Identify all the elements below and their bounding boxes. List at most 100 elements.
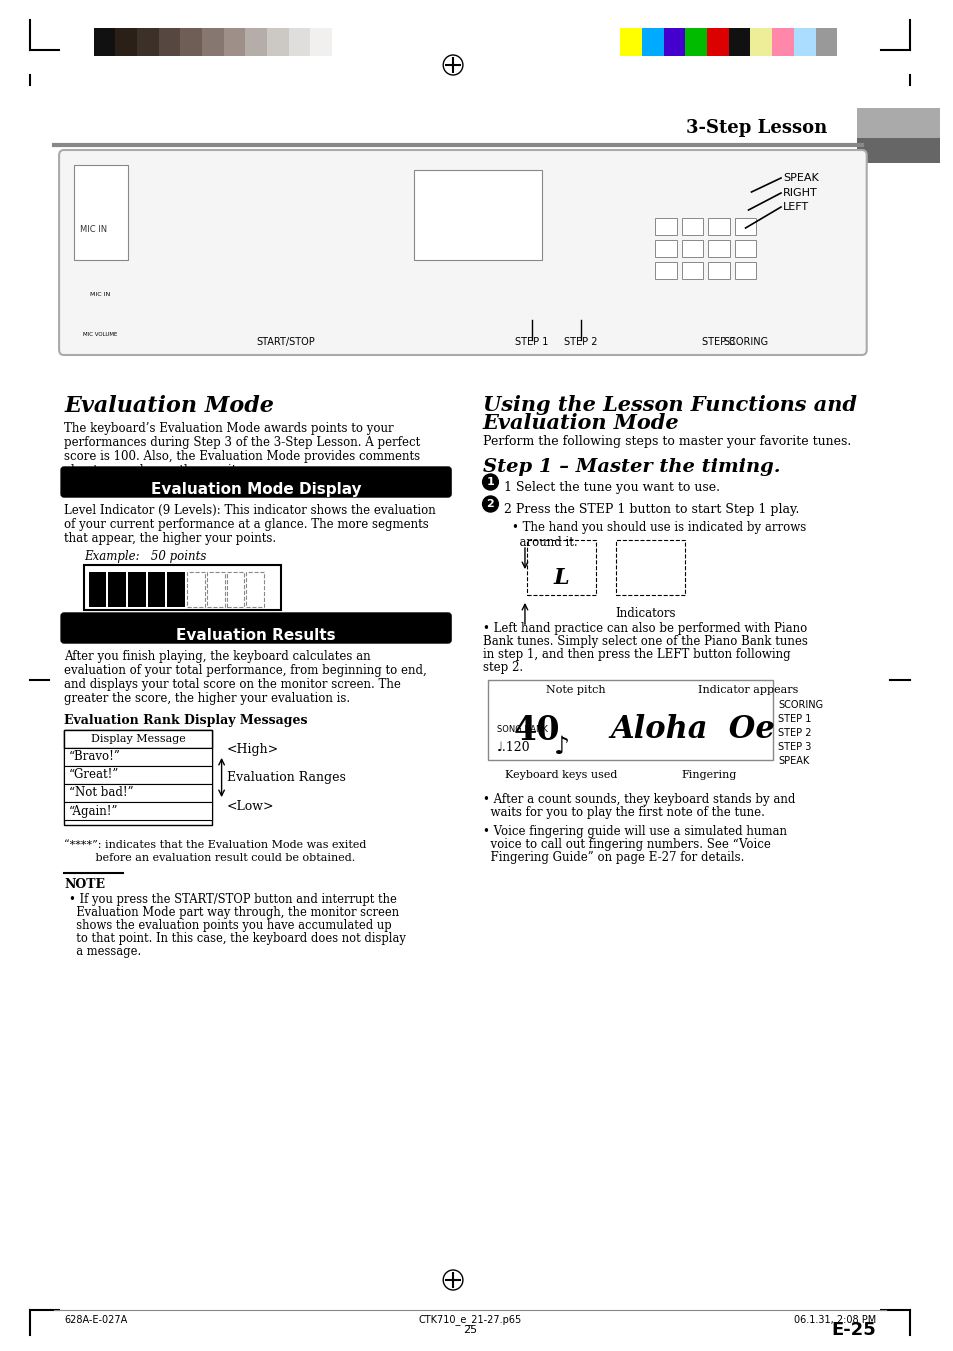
- Bar: [655, 240, 676, 257]
- Bar: [707, 218, 729, 235]
- Bar: [128, 571, 146, 607]
- Bar: [706, 28, 728, 55]
- Bar: [414, 170, 541, 259]
- Bar: [734, 240, 756, 257]
- Bar: [641, 28, 663, 55]
- Text: SPEAK: SPEAK: [782, 173, 818, 182]
- Text: Bank tunes. Simply select one of the Piano Bank tunes: Bank tunes. Simply select one of the Pia…: [482, 635, 806, 648]
- Bar: [223, 28, 245, 55]
- Text: 25: 25: [462, 1325, 476, 1335]
- Bar: [680, 262, 702, 280]
- Text: SPEAK: SPEAK: [778, 757, 808, 766]
- Bar: [64, 730, 212, 825]
- Text: • The hand you should use is indicated by arrows
  around it.: • The hand you should use is indicated b…: [512, 521, 805, 549]
- Text: a message.: a message.: [69, 944, 141, 958]
- Bar: [750, 28, 771, 55]
- Bar: [64, 802, 212, 820]
- Text: Fingering Guide” on page E-27 for details.: Fingering Guide” on page E-27 for detail…: [482, 851, 743, 865]
- Text: waits for you to play the first note of the tune.: waits for you to play the first note of …: [482, 807, 763, 819]
- Text: 628A-E-027A: 628A-E-027A: [64, 1315, 127, 1325]
- Bar: [707, 240, 729, 257]
- Text: 2: 2: [486, 499, 494, 509]
- Bar: [246, 571, 264, 607]
- Text: 40: 40: [513, 713, 559, 747]
- Bar: [158, 28, 180, 55]
- Text: to that point. In this case, the keyboard does not display: to that point. In this case, the keyboar…: [69, 932, 405, 944]
- Bar: [93, 28, 115, 55]
- Text: Example:   50 points: Example: 50 points: [84, 550, 206, 563]
- Bar: [64, 748, 212, 766]
- Circle shape: [482, 474, 497, 490]
- Bar: [793, 28, 815, 55]
- Text: Display Message: Display Message: [91, 734, 185, 744]
- Bar: [64, 730, 212, 748]
- Text: Evaluation Mode part way through, the monitor screen: Evaluation Mode part way through, the mo…: [69, 907, 398, 919]
- Text: performances during Step 3 of the 3-Step Lesson. A perfect: performances during Step 3 of the 3-Step…: [64, 436, 420, 449]
- Bar: [89, 571, 106, 607]
- Text: <Low>: <Low>: [226, 800, 274, 812]
- Text: evaluation of your total performance, from beginning to end,: evaluation of your total performance, fr…: [64, 663, 426, 677]
- Text: STEP 1: STEP 1: [515, 336, 548, 347]
- Text: Evaluation Mode: Evaluation Mode: [482, 413, 679, 434]
- Bar: [288, 28, 310, 55]
- Bar: [771, 28, 793, 55]
- Text: Indicator appears: Indicator appears: [698, 685, 798, 694]
- Text: about your play on the monitor screen.: about your play on the monitor screen.: [64, 463, 296, 477]
- Text: Step 1 – Master the timing.: Step 1 – Master the timing.: [482, 458, 780, 476]
- Text: 1: 1: [486, 477, 494, 486]
- FancyBboxPatch shape: [61, 467, 451, 497]
- Bar: [680, 240, 702, 257]
- Bar: [109, 571, 126, 607]
- Circle shape: [482, 496, 497, 512]
- Bar: [310, 28, 332, 55]
- Text: STEP 3: STEP 3: [701, 336, 735, 347]
- Bar: [655, 262, 676, 280]
- Text: • After a count sounds, they keyboard stands by and: • After a count sounds, they keyboard st…: [482, 793, 794, 807]
- Text: of your current performance at a glance. The more segments: of your current performance at a glance.…: [64, 517, 428, 531]
- Bar: [84, 565, 280, 611]
- Bar: [64, 766, 212, 784]
- Bar: [115, 28, 137, 55]
- Bar: [267, 28, 288, 55]
- Text: “Great!”: “Great!”: [69, 769, 119, 781]
- Text: “Bravo!”: “Bravo!”: [69, 751, 121, 763]
- Text: RIGHT: RIGHT: [782, 188, 817, 199]
- Text: E-25: E-25: [831, 1321, 876, 1339]
- Bar: [226, 571, 244, 607]
- Bar: [526, 540, 596, 594]
- Text: SONG BANK: SONG BANK: [497, 725, 548, 735]
- Text: START/STOP: START/STOP: [256, 336, 314, 347]
- Text: Perform the following steps to master your favorite tunes.: Perform the following steps to master yo…: [482, 435, 850, 449]
- Bar: [734, 262, 756, 280]
- Text: STEP 1: STEP 1: [778, 713, 811, 724]
- Text: voice to call out fingering numbers. See “Voice: voice to call out fingering numbers. See…: [482, 838, 770, 851]
- Text: MIC IN: MIC IN: [80, 226, 107, 235]
- Text: Indicators: Indicators: [615, 607, 675, 620]
- FancyBboxPatch shape: [59, 150, 866, 355]
- Text: and displays your total score on the monitor screen. The: and displays your total score on the mon…: [64, 678, 400, 690]
- Text: SCORING: SCORING: [722, 336, 767, 347]
- Text: in step 1, and then press the LEFT button following: in step 1, and then press the LEFT butto…: [482, 648, 789, 661]
- Text: • Voice fingering guide will use a simulated human: • Voice fingering guide will use a simul…: [482, 825, 786, 838]
- Text: that appear, the higher your points.: that appear, the higher your points.: [64, 532, 275, 544]
- Text: Level Indicator (9 Levels): This indicator shows the evaluation: Level Indicator (9 Levels): This indicat…: [64, 504, 436, 517]
- Bar: [245, 28, 267, 55]
- Bar: [619, 28, 641, 55]
- Text: before an evaluation result could be obtained.: before an evaluation result could be obt…: [64, 852, 355, 863]
- Bar: [685, 28, 706, 55]
- Bar: [73, 165, 128, 259]
- Bar: [734, 218, 756, 235]
- Text: LEFT: LEFT: [782, 203, 808, 212]
- Text: greater the score, the higher your evaluation is.: greater the score, the higher your evalu…: [64, 692, 350, 705]
- Text: Using the Lesson Functions and: Using the Lesson Functions and: [482, 394, 856, 415]
- Text: ♩.120: ♩.120: [497, 740, 531, 754]
- Bar: [202, 28, 223, 55]
- Text: • Left hand practice can also be performed with Piano: • Left hand practice can also be perform…: [482, 621, 806, 635]
- Text: STEP 2: STEP 2: [778, 728, 811, 738]
- FancyBboxPatch shape: [61, 613, 451, 643]
- Text: Evaluation Results: Evaluation Results: [176, 628, 335, 643]
- Bar: [707, 262, 729, 280]
- Bar: [728, 28, 750, 55]
- Text: CTK710_e_21-27.p65: CTK710_e_21-27.p65: [417, 1315, 521, 1325]
- Text: <High>: <High>: [226, 743, 278, 757]
